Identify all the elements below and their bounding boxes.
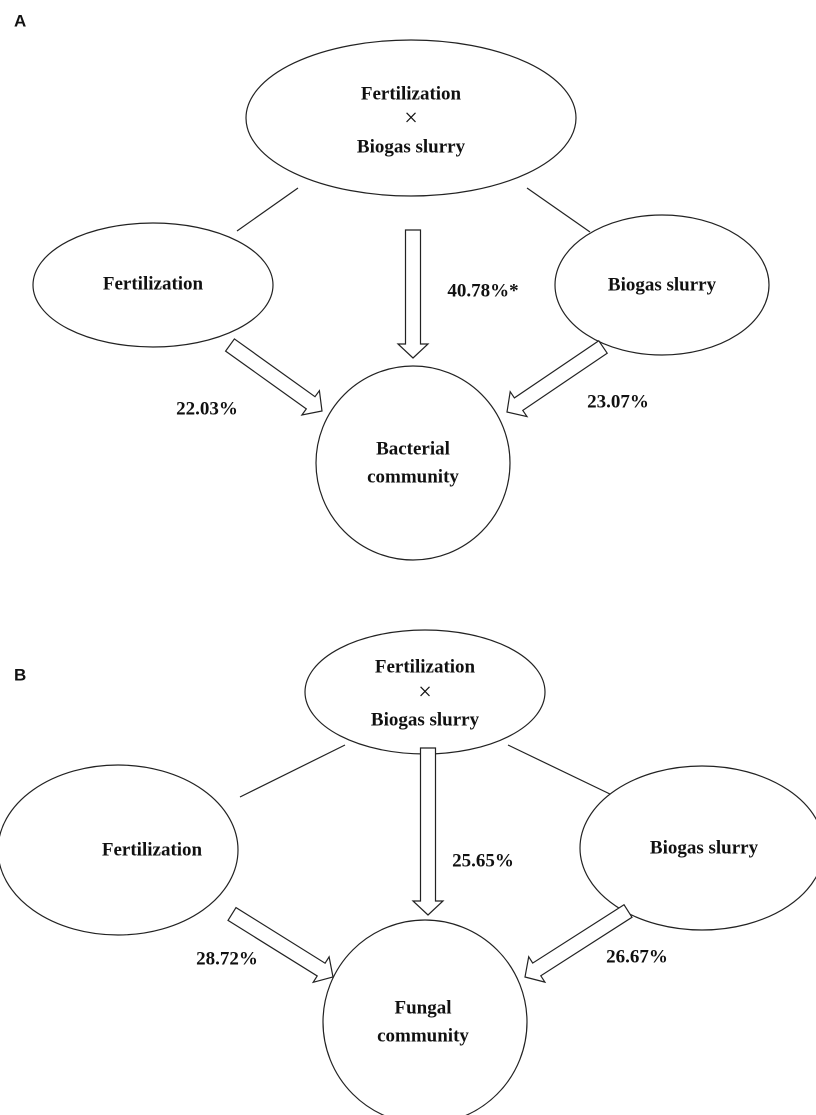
arrow [396,229,430,359]
connector [239,744,346,798]
effect-label: 40.78%* [447,280,518,301]
effect-label: 22.03% [176,398,238,419]
panel-a: A Fertilization × Biogas slurry Fertiliz… [14,11,770,561]
target-node [315,365,511,561]
target-node [322,919,528,1115]
left-node [0,764,239,936]
node-text: community [377,1025,469,1046]
connector [236,187,299,232]
node-text: Biogas slurry [608,274,717,295]
effect-label: 23.07% [587,391,649,412]
node-text: Biogas slurry [371,709,480,730]
right-node [554,214,770,356]
node-text: × [404,106,418,132]
node-text: Fungal [394,997,451,1018]
arrow [506,339,609,418]
connector [526,187,591,233]
effect-label: 25.65% [452,850,514,871]
connector [507,744,613,796]
effect-label: 28.72% [196,948,258,969]
left-node [32,222,274,348]
node-text: Bacterial [376,438,450,459]
arrow [411,747,445,916]
node-text: Fertilization [103,273,204,294]
right-node [579,765,816,931]
panel-label: B [14,665,26,684]
arrow [224,338,323,416]
panel-b: B Fertilization × Biogas slurry Fertiliz… [0,629,816,1115]
node-text: Fertilization [361,83,462,104]
node-text: Biogas slurry [357,136,466,157]
node-text: community [367,466,459,487]
node-text: Fertilization [375,656,476,677]
panel-label: A [14,11,26,30]
effect-label: 26.67% [606,946,668,967]
node-text: × [418,680,432,706]
interaction-node [245,39,577,197]
arrow [227,906,334,984]
node-text: Biogas slurry [650,837,759,858]
arrow [524,903,633,984]
node-text: Fertilization [102,839,203,860]
